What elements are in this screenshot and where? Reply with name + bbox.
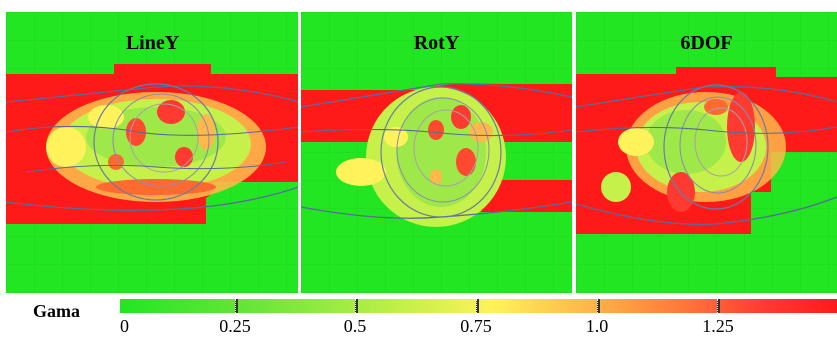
colorbar-tick: [355, 299, 358, 313]
colorbar-tick-label: 1.25: [702, 316, 734, 336]
panel-divider: [572, 10, 575, 295]
colorbar-tick: [597, 299, 600, 313]
gamma-map-liney-image: [6, 12, 299, 293]
colorbar-tick-label: 0.5: [343, 316, 367, 336]
panel-divider: [298, 10, 301, 295]
gamma-map-liney: LineY: [6, 12, 299, 293]
colorbar-tick: [235, 299, 238, 313]
gamma-map-roty-image: [301, 12, 572, 293]
gamma-map-6dof-image: [576, 12, 837, 293]
panel-title-roty: RotY: [413, 32, 460, 54]
colorbar-tick: [717, 299, 720, 313]
gamma-colorbar: [120, 299, 837, 313]
colorbar-tick-label: 1.0: [585, 316, 609, 336]
colorbar-tick-label: 0.75: [460, 316, 492, 336]
gamma-map-roty: RotY: [301, 12, 572, 293]
colorbar-tick-label: 0: [120, 316, 129, 336]
panel-title-liney: LineY: [125, 32, 180, 54]
colorbar-label: Gama: [33, 301, 80, 321]
panel-title-6dof: 6DOF: [680, 32, 733, 54]
colorbar-tick-label: 0.25: [219, 316, 251, 336]
gamma-map-6dof: 6DOF: [576, 12, 837, 293]
colorbar-tick: [476, 299, 479, 313]
